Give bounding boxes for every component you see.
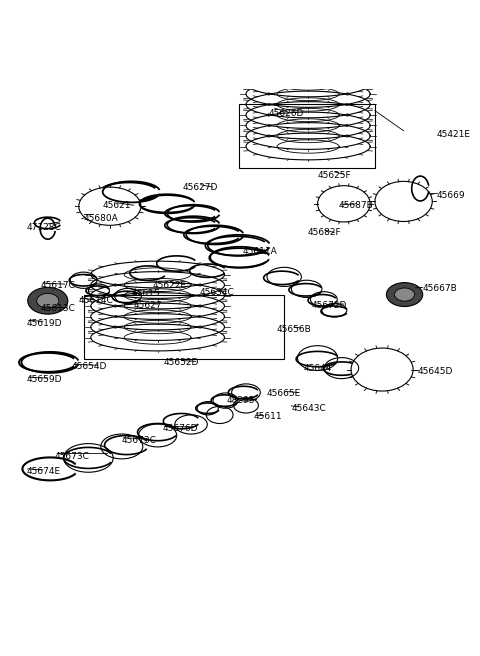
Text: 45622E: 45622E: [153, 281, 187, 289]
Bar: [84, 295, 284, 359]
Text: 45659D: 45659D: [26, 375, 62, 384]
Text: 45676D: 45676D: [162, 424, 198, 433]
Ellipse shape: [351, 348, 413, 391]
Text: 45621: 45621: [103, 201, 131, 210]
Text: 45625F: 45625F: [318, 171, 351, 180]
Text: 45669: 45669: [437, 191, 466, 199]
Text: 45652D: 45652D: [164, 358, 199, 367]
Text: 45613C: 45613C: [41, 304, 75, 314]
Text: 45421E: 45421E: [437, 130, 471, 139]
Text: 47128C: 47128C: [26, 223, 61, 232]
Text: 45656B: 45656B: [276, 325, 311, 334]
Ellipse shape: [386, 283, 423, 306]
Text: 48295: 48295: [227, 396, 255, 405]
Ellipse shape: [375, 181, 432, 222]
Text: 45673C: 45673C: [55, 451, 90, 461]
Ellipse shape: [79, 187, 141, 225]
Ellipse shape: [37, 293, 59, 308]
Text: 45654D: 45654D: [72, 361, 107, 371]
Text: 45673C: 45673C: [122, 436, 156, 445]
Ellipse shape: [28, 287, 68, 314]
Text: 45615: 45615: [132, 289, 160, 298]
Text: 45687B: 45687B: [338, 201, 373, 210]
Bar: [239, 104, 375, 168]
Text: 45674E: 45674E: [26, 467, 60, 476]
Text: 45665E: 45665E: [267, 389, 301, 398]
Text: 45680A: 45680A: [84, 214, 119, 222]
Text: 45627D: 45627D: [183, 182, 218, 192]
Text: 45682F: 45682F: [308, 228, 342, 237]
Text: 45611: 45611: [253, 412, 282, 421]
Ellipse shape: [395, 288, 415, 301]
Text: 45672D: 45672D: [312, 300, 347, 310]
Text: 45627: 45627: [134, 300, 162, 310]
Ellipse shape: [318, 186, 370, 222]
Text: 45667B: 45667B: [423, 284, 457, 293]
Text: 45619D: 45619D: [26, 319, 62, 328]
Text: 45643C: 45643C: [291, 403, 326, 413]
Text: 45626D: 45626D: [269, 109, 304, 117]
Text: 45645D: 45645D: [418, 367, 453, 377]
Text: 45617C: 45617C: [41, 281, 75, 289]
Text: 45644: 45644: [303, 364, 332, 373]
Text: 45614C: 45614C: [79, 296, 114, 305]
Text: 45634C: 45634C: [200, 288, 235, 297]
Text: 45611A: 45611A: [243, 247, 277, 256]
